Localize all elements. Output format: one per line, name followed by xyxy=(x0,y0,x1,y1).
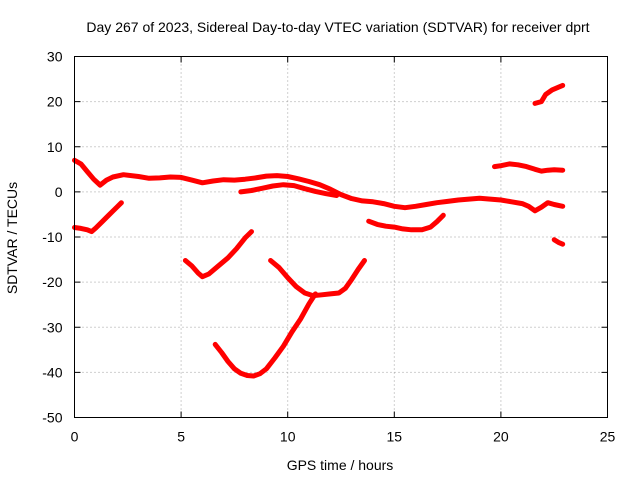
series-track-9 xyxy=(532,82,566,106)
y-tick-label: 30 xyxy=(47,49,63,65)
y-tick-label: -40 xyxy=(42,364,62,380)
series-track-6 xyxy=(238,182,340,198)
y-tick-label: -20 xyxy=(42,274,62,290)
y-tick-label: -10 xyxy=(42,229,62,245)
y-tick-label: 20 xyxy=(47,94,63,110)
x-axis-title: GPS time / hours xyxy=(287,457,394,473)
grid-layer xyxy=(74,56,608,418)
x-tick-label: 15 xyxy=(387,429,403,445)
series-track-7 xyxy=(366,212,446,233)
plot-frame xyxy=(74,56,608,418)
series-track-2 xyxy=(72,200,124,235)
y-tick-label: 10 xyxy=(47,139,63,155)
y-tick-label: 0 xyxy=(55,184,63,200)
chart-title: Day 267 of 2023, Sidereal Day-to-day VTE… xyxy=(86,19,589,35)
x-tick-label: 10 xyxy=(280,429,296,445)
y-tick-label: -30 xyxy=(42,319,62,335)
y-axis-title: SDTVAR / TECUs xyxy=(4,182,20,294)
series-track-3 xyxy=(182,229,254,280)
x-tick-label: 20 xyxy=(493,429,509,445)
y-tick-label: -50 xyxy=(42,410,62,426)
series-track-8 xyxy=(492,161,566,174)
x-tick-label: 0 xyxy=(71,429,79,445)
series-track-4 xyxy=(212,291,318,379)
x-tick-label: 5 xyxy=(177,429,185,445)
series-track-1 xyxy=(72,157,566,214)
tick-layer: 0 5 10 15 20 25 -50 -40 -30 -20 -10 0 10 20 30 xyxy=(42,49,615,445)
series-track-10 xyxy=(551,237,566,247)
series-layer xyxy=(72,82,566,379)
series-track-5 xyxy=(268,258,367,299)
x-tick-label: 25 xyxy=(600,429,616,445)
